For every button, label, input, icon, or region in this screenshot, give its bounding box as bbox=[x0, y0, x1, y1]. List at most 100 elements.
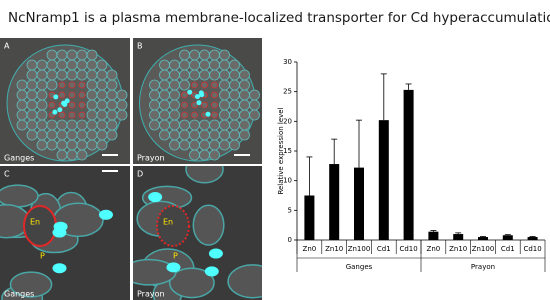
cell bbox=[209, 149, 220, 161]
cell bbox=[106, 79, 118, 91]
cell bbox=[76, 119, 88, 131]
cell bbox=[239, 129, 250, 141]
x-tick-label: Zn100 bbox=[348, 245, 371, 253]
cell bbox=[179, 129, 190, 141]
cell bbox=[116, 89, 128, 101]
cell bbox=[86, 89, 98, 101]
annotation: En bbox=[163, 218, 173, 227]
x-tick-label: Cd10 bbox=[399, 245, 417, 253]
cell bbox=[36, 89, 48, 101]
cyan-spot bbox=[64, 98, 70, 104]
cyan-cell bbox=[204, 266, 219, 277]
cell bbox=[46, 129, 58, 141]
cell bbox=[211, 111, 218, 119]
bar bbox=[304, 195, 315, 240]
cell bbox=[185, 166, 224, 184]
cell bbox=[58, 91, 66, 99]
cell bbox=[181, 111, 188, 119]
cell bbox=[229, 109, 240, 121]
cell bbox=[78, 101, 86, 109]
y-axis-label: Relative expression level bbox=[277, 107, 285, 194]
panel-label: D bbox=[137, 170, 143, 179]
cyan-cell bbox=[98, 209, 113, 220]
cell bbox=[159, 69, 170, 81]
cell bbox=[46, 49, 58, 61]
scale-bar bbox=[102, 170, 118, 172]
bar bbox=[502, 235, 513, 240]
cell bbox=[199, 149, 210, 161]
cell bbox=[239, 69, 250, 81]
cell bbox=[181, 101, 188, 109]
cell bbox=[86, 79, 98, 91]
cell bbox=[66, 59, 78, 71]
cell bbox=[86, 99, 98, 111]
cell bbox=[106, 119, 118, 131]
cell bbox=[68, 91, 76, 99]
cell bbox=[229, 99, 240, 111]
cell bbox=[211, 101, 218, 109]
cell bbox=[78, 81, 86, 89]
cell bbox=[159, 79, 170, 91]
cell bbox=[106, 99, 118, 111]
cell bbox=[229, 119, 240, 131]
cell bbox=[106, 89, 118, 101]
cell bbox=[189, 139, 200, 151]
cell bbox=[211, 91, 218, 99]
cyan-spot bbox=[194, 94, 200, 100]
cell bbox=[106, 109, 118, 121]
y-tick-label: 20 bbox=[283, 117, 292, 125]
cyan-spot bbox=[53, 94, 59, 100]
cell bbox=[36, 99, 48, 111]
cell bbox=[189, 49, 200, 61]
cell bbox=[66, 139, 78, 151]
cell bbox=[86, 129, 98, 141]
cell bbox=[76, 149, 88, 161]
cell bbox=[169, 89, 180, 101]
cyan-spot bbox=[57, 107, 63, 113]
cell bbox=[116, 99, 128, 111]
cell bbox=[229, 69, 240, 81]
cell bbox=[199, 49, 210, 61]
x-tick-label: Zn10 bbox=[449, 245, 467, 253]
cell bbox=[209, 49, 220, 61]
cell bbox=[149, 89, 160, 101]
cell bbox=[219, 109, 230, 121]
scale-bar bbox=[234, 154, 250, 156]
micrograph bbox=[133, 38, 262, 164]
cell bbox=[66, 149, 78, 161]
panel-label: B bbox=[137, 42, 143, 51]
cell bbox=[229, 79, 240, 91]
cell bbox=[219, 139, 230, 151]
y-tick-label: 15 bbox=[283, 147, 292, 155]
cell bbox=[201, 101, 208, 109]
cell bbox=[86, 59, 98, 71]
cell bbox=[181, 91, 188, 99]
cell bbox=[0, 184, 39, 208]
cell bbox=[209, 59, 220, 71]
x-tick-label: Zn100 bbox=[472, 245, 495, 253]
cell bbox=[56, 129, 68, 141]
cell bbox=[96, 139, 108, 151]
x-tick-label: Zn0 bbox=[303, 245, 317, 253]
cell bbox=[26, 99, 38, 111]
cell bbox=[86, 49, 98, 61]
cell bbox=[169, 109, 180, 121]
cell bbox=[26, 109, 38, 121]
cell bbox=[16, 109, 28, 121]
cell bbox=[179, 49, 190, 61]
cell bbox=[239, 79, 250, 91]
cell bbox=[209, 69, 220, 81]
cell bbox=[46, 69, 58, 81]
y-tick-label: 0 bbox=[288, 236, 292, 244]
y-tick-label: 10 bbox=[283, 177, 292, 185]
x-tick-label: Cd1 bbox=[377, 245, 391, 253]
cyan-spot bbox=[196, 100, 202, 106]
cell bbox=[36, 109, 48, 121]
cell bbox=[159, 109, 170, 121]
cell bbox=[159, 129, 170, 141]
bar bbox=[453, 234, 464, 240]
cell bbox=[229, 129, 240, 141]
annotation: P bbox=[40, 252, 45, 261]
cell bbox=[211, 81, 218, 89]
